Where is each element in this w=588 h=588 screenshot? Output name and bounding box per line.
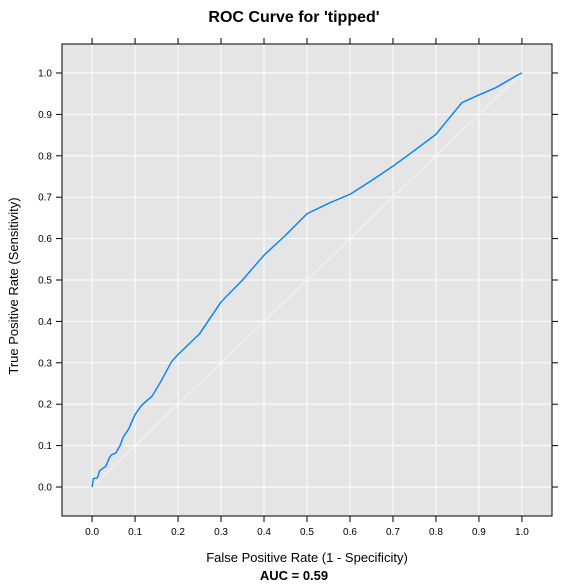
y-tick-label: 0.1: [38, 441, 52, 452]
x-tick-label: 0.7: [386, 527, 400, 538]
y-tick-label: 0.5: [38, 276, 52, 287]
y-tick-label: 0.3: [38, 358, 52, 369]
y-tick-label: 0.2: [38, 400, 52, 411]
x-tick-label: 0.6: [343, 527, 357, 538]
x-tick-label: 0.9: [472, 527, 486, 538]
chance-diagonal-line: [91, 72, 523, 488]
reference-diagonal: [91, 72, 523, 488]
x-tick-label: 0.4: [257, 527, 271, 538]
y-tick-label: 1.0: [38, 68, 52, 79]
roc-curve-series: [91, 72, 523, 488]
y-tick-label: 0.4: [38, 317, 52, 328]
x-tick-label: 0.5: [300, 527, 314, 538]
y-tick-label: 0.7: [38, 193, 52, 204]
x-tick-label: 0.2: [171, 527, 185, 538]
y-tick-label: 0.9: [38, 110, 52, 121]
grid-lines: [62, 44, 552, 516]
x-tick-label: 1.0: [515, 527, 529, 538]
y-tick-label: 0.8: [38, 151, 52, 162]
x-axis-label: False Positive Rate (1 - Specificity): [206, 550, 408, 565]
x-axis-ticks: 0.0 0.1 0.2 0.3 0.4 0.5 0.6 0.7 0.8 0.9 1.0: [85, 38, 529, 538]
x-tick-label: 0.0: [85, 527, 99, 538]
x-tick-label: 0.1: [128, 527, 142, 538]
y-tick-label: 0.6: [38, 234, 52, 245]
y-axis-ticks: 0.0 0.1 0.2 0.3 0.4 0.5 0.6 0.7 0.8 0.9 1.0: [38, 68, 558, 494]
y-tick-label: 0.0: [38, 483, 52, 494]
chart-title: ROC Curve for 'tipped': [208, 9, 379, 26]
y-axis-label: True Positive Rate (Sensitivity): [6, 197, 21, 374]
x-tick-label: 0.8: [429, 527, 443, 538]
roc-curve-line: [91, 72, 523, 488]
x-tick-label: 0.3: [214, 527, 228, 538]
auc-label: AUC = 0.59: [260, 568, 328, 583]
